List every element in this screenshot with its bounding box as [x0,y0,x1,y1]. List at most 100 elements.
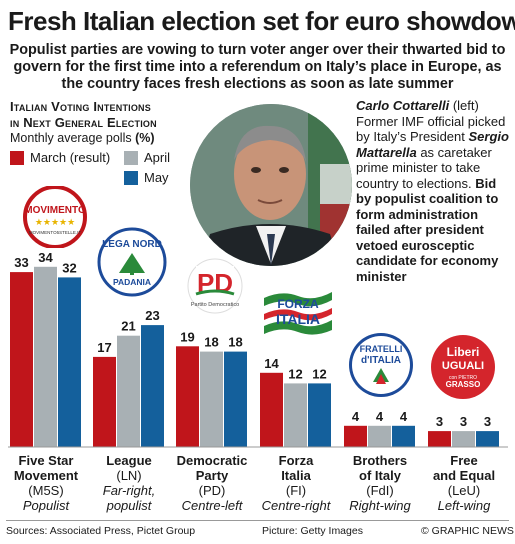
party-leaning: Centre-left [181,498,243,513]
m5s-logo: MOVIMENTO ★★★★★ MOVIMENTO5STELLE.IT [14,185,96,253]
legend-may: May [124,170,169,185]
party-label-0: Five Star Movement (M5S) Populist [2,453,90,513]
caption-president: Sergio Mattarella [356,129,509,160]
forza-italia-logo: FORZA ITALIA [262,288,334,343]
legend-swatch-april [124,150,138,165]
leu-logo-name: GRASSO [446,380,481,389]
bar-april-1 [117,335,140,447]
portrait-illustration [190,104,352,266]
bar-march-1 [93,356,116,447]
party-name-line2: Italia [281,468,311,483]
data-label-may-3: 12 [312,366,326,381]
caption-name-note: (left) [452,98,479,113]
data-label-april-0: 34 [38,250,53,265]
page-subtitle: Populist parties are vowing to turn vote… [9,42,506,92]
party-leaning: Populist [22,498,70,513]
party-leaning: Far-right, populist [102,483,156,513]
data-label-april-2: 18 [204,335,218,350]
fdi-logo-line1: FRATELLI [360,344,403,354]
party-name-line2: Movement [13,468,79,483]
legend-swatch-may [124,170,138,185]
party-name-line1: League [106,453,152,468]
bar-april-5 [452,431,475,447]
party-name-line2: and Equal [432,468,496,483]
m5s-logo-text: MOVIMENTO [24,205,86,216]
footer-divider [6,520,509,521]
chart-title: Italian Voting Intentions in Next Genera… [10,99,157,131]
bar-may-1 [141,325,164,447]
footer-copyright: © GRAPHIC NEWS [421,525,514,537]
bar-may-4 [392,425,415,447]
party-abbr: (LN) [116,468,142,483]
bar-march-5 [428,431,451,447]
party-leaning: Left-wing [437,498,491,513]
party-abbr: (PD) [198,483,226,498]
chart-title-line1: Italian Voting Intentions [10,99,151,114]
party-name-line1: Free [450,453,478,468]
pd-logo-graphic: PD Partito Democratico [187,258,243,314]
fi-logo-line1: FORZA [277,297,319,311]
party-label-1: League (LN) Far-right, populist [85,453,173,513]
bar-march-3 [260,372,283,447]
leu-logo-graphic: Liberi UGUALI con PIETRO GRASSO [431,335,495,399]
caption-text1: Former IMF official picked by Italy’s Pr… [356,113,506,145]
data-label-march-0: 33 [14,255,28,270]
data-label-april-3: 12 [288,366,302,381]
bar-april-0 [34,266,57,447]
party-abbr: (LeU) [447,483,481,498]
data-label-april-1: 21 [121,319,135,334]
bar-may-5 [476,431,499,447]
party-leaning: Right-wing [349,498,411,513]
pd-logo: PD Partito Democratico [180,258,250,319]
bar-march-4 [344,425,367,447]
party-name-line1: Five Star [18,453,74,468]
party-leaning: Centre-right [261,498,331,513]
legend-label-april: April [144,150,171,165]
leu-logo-sub: con PIETRO [449,375,477,381]
portrait-photo [190,104,352,266]
leu-logo: Liberi UGUALI con PIETRO GRASSO [430,334,496,405]
legend-march: March (result) [10,150,110,165]
m5s-logo-url: MOVIMENTO5STELLE.IT [29,230,81,235]
party-name-line1: Democratic [176,453,248,468]
data-label-march-2: 19 [180,329,194,344]
data-label-april-5: 3 [460,414,467,429]
legend-label-march: March (result) [30,150,111,165]
pd-logo-sub: Partito Democratico [191,302,239,308]
bar-april-4 [368,425,391,447]
bar-may-2 [224,351,247,447]
bar-march-0 [10,272,33,447]
party-label-3: Forza Italia (FI) Centre-right [252,453,340,513]
fi-logo-line2: ITALIA [276,311,320,327]
leu-logo-line1: Liberi [447,345,480,359]
party-name-line1: Brothers [352,453,408,468]
data-label-april-4: 4 [376,409,384,424]
data-label-march-5: 3 [436,414,443,429]
forza-italia-logo-graphic: FORZA ITALIA [264,292,332,335]
data-label-march-4: 4 [352,409,360,424]
fdi-logo: FRATELLI d'ITALIA [348,332,414,403]
page-title: Fresh Italian election set for euro show… [8,6,515,36]
data-label-may-5: 3 [484,414,491,429]
party-abbr: (FI) [285,483,307,498]
data-label-march-3: 14 [264,356,279,371]
data-label-march-1: 17 [97,340,111,355]
party-name-line2: Party [195,468,229,483]
data-label-may-4: 4 [400,409,408,424]
fdi-logo-line2: d'ITALIA [361,355,401,366]
bar-april-3 [284,383,307,447]
y-axis-unit: (%) [135,131,155,145]
y-axis-label: Monthly average polls (%) [10,131,155,145]
leu-logo-line2: UGUALI [442,360,484,372]
bar-april-2 [200,351,223,447]
bar-may-3 [308,383,331,447]
caption-bold-text: Bid by populist coalition to form admini… [356,175,499,284]
lega-logo: LEGA NORD PADANIA [97,227,167,302]
data-label-may-0: 32 [62,260,76,275]
party-label-4: Brothers of Italy (FdI) Right-wing [336,453,424,513]
bar-may-0 [58,277,81,447]
party-label-5: Free and Equal (LeU) Left-wing [420,453,508,513]
photo-caption: Carlo Cottarelli (left) Former IMF offic… [356,98,511,284]
chart-title-line2: in Next General Election [10,115,157,130]
